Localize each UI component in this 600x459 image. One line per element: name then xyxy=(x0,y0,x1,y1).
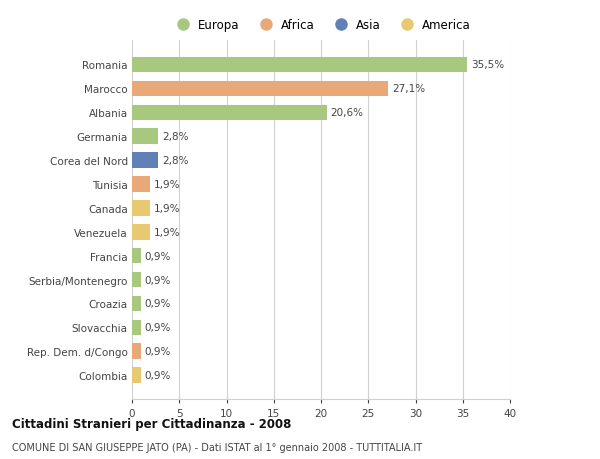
Bar xyxy=(132,248,140,264)
Text: 0,9%: 0,9% xyxy=(144,251,170,261)
Bar xyxy=(132,320,140,336)
Bar xyxy=(132,153,158,168)
Bar xyxy=(132,105,326,121)
Text: 2,8%: 2,8% xyxy=(162,156,189,166)
Bar xyxy=(132,57,467,73)
Bar xyxy=(132,177,150,192)
Legend: Europa, Africa, Asia, America: Europa, Africa, Asia, America xyxy=(171,19,471,32)
Text: 0,9%: 0,9% xyxy=(144,347,170,357)
Text: 1,9%: 1,9% xyxy=(154,227,180,237)
Bar xyxy=(132,81,388,97)
Text: 1,9%: 1,9% xyxy=(154,179,180,190)
Bar xyxy=(132,272,140,288)
Bar xyxy=(132,368,140,383)
Text: 0,9%: 0,9% xyxy=(144,323,170,333)
Text: 1,9%: 1,9% xyxy=(154,203,180,213)
Text: COMUNE DI SAN GIUSEPPE JATO (PA) - Dati ISTAT al 1° gennaio 2008 - TUTTITALIA.IT: COMUNE DI SAN GIUSEPPE JATO (PA) - Dati … xyxy=(12,442,422,452)
Bar xyxy=(132,129,158,145)
Text: Cittadini Stranieri per Cittadinanza - 2008: Cittadini Stranieri per Cittadinanza - 2… xyxy=(12,417,292,430)
Text: 27,1%: 27,1% xyxy=(392,84,425,94)
Text: 0,9%: 0,9% xyxy=(144,299,170,309)
Bar xyxy=(132,296,140,312)
Text: 0,9%: 0,9% xyxy=(144,275,170,285)
Text: 20,6%: 20,6% xyxy=(331,108,364,118)
Text: 0,9%: 0,9% xyxy=(144,370,170,381)
Bar xyxy=(132,344,140,359)
Bar xyxy=(132,224,150,240)
Text: 35,5%: 35,5% xyxy=(471,60,505,70)
Bar xyxy=(132,201,150,216)
Text: 2,8%: 2,8% xyxy=(162,132,189,142)
